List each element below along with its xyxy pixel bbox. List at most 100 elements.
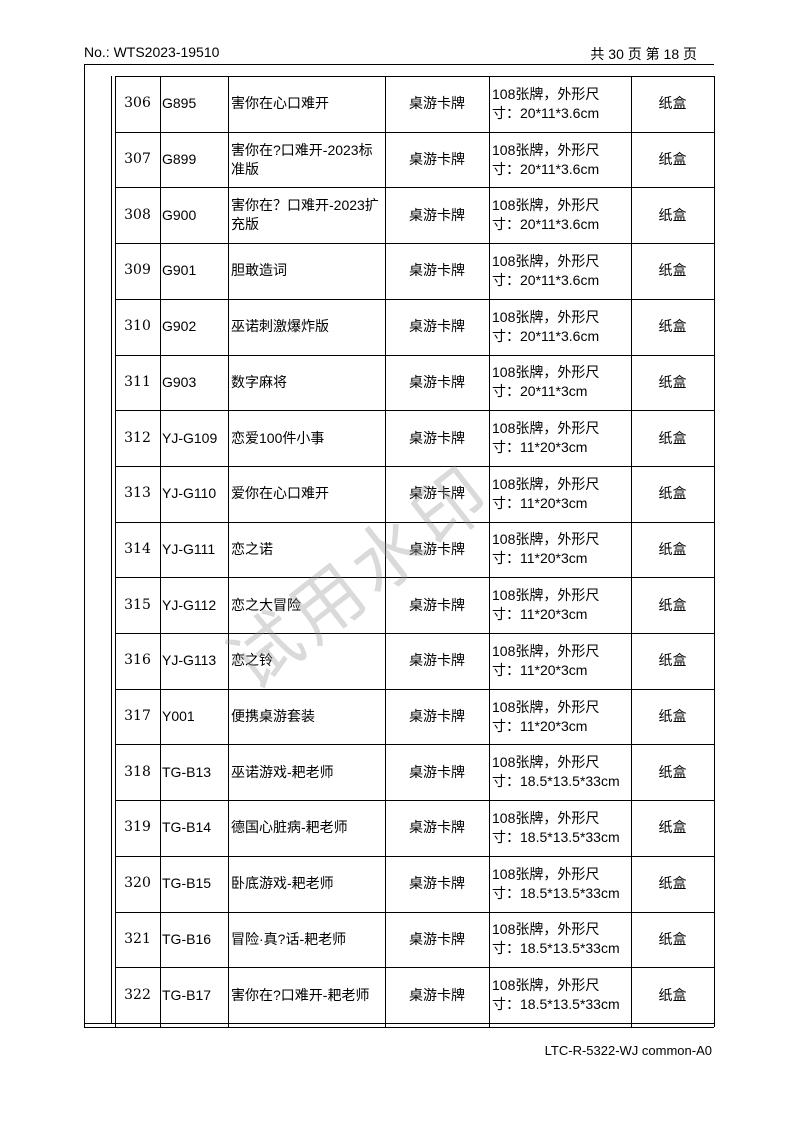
row-rule [115,354,714,356]
spec-line: 108张牌，外形尺 [492,809,600,826]
item-category: 桌游卡牌 [409,930,465,947]
spec-line: 108张牌，外形尺 [492,921,600,938]
item-category: 桌游卡牌 [409,318,465,335]
spec-line: 寸：20*11*3.6cm [492,160,600,177]
item-code: G895 [162,95,197,112]
item-pack: 纸盒 [658,708,687,725]
item-pack: 纸盒 [658,986,687,1003]
item-name: 爱你在心口难开 [231,485,329,502]
spec-line: 寸：18.5*13.5*33cm [492,884,620,901]
spec-line: 108张牌，外形尺 [492,197,600,214]
row-number: 318 [124,763,151,780]
row-number: 308 [124,206,151,223]
item-category: 桌游卡牌 [409,485,465,502]
item-pack: 纸盒 [658,763,687,780]
row-rule [115,633,714,634]
item-spec: 108张牌，外形尺 寸：11*20*3cm [492,522,632,578]
item-spec: 108张牌，外形尺 寸：20*11*3.6cm [492,243,632,299]
row-number: 319 [124,819,151,836]
item-name: 恋之大冒险 [231,596,301,613]
item-name: 害你在?口难开-2023标准版 [231,141,373,177]
row-number: 316 [124,652,151,669]
item-spec: 108张牌，外形尺 寸：18.5*13.5*33cm [492,800,632,856]
row-rule [115,688,714,690]
spec-line: 寸：18.5*13.5*33cm [492,996,620,1013]
item-pack: 纸盒 [658,596,687,613]
column-rule [385,76,386,1027]
header-rule [84,64,714,65]
item-pack: 纸盒 [658,540,687,557]
row-number: 320 [124,875,151,892]
item-pack: 纸盒 [658,95,687,112]
item-pack: 纸盒 [658,485,687,502]
spec-line: 108张牌，外形尺 [492,420,600,437]
item-name: 恋之铃 [231,652,273,669]
item-category: 桌游卡牌 [409,151,465,168]
item-name: 胆敢造词 [231,262,287,279]
item-pack: 纸盒 [658,930,687,947]
item-category: 桌游卡牌 [409,986,465,1003]
item-code: TG-B14 [162,819,212,836]
row-rule [115,521,714,523]
item-spec: 108张牌，外形尺 寸：18.5*13.5*33cm [492,856,632,912]
item-code: YJ-G112 [162,596,217,613]
item-code: G899 [162,151,197,168]
item-code: YJ-G111 [162,540,216,557]
item-name: 恋之诺 [231,540,273,557]
item-name: 冒险·真?话-耙老师 [231,930,347,947]
spec-line: 寸：20*11*3.6cm [492,271,600,288]
item-code: TG-B15 [162,875,212,892]
item-code: G900 [162,206,197,223]
item-category: 桌游卡牌 [409,540,465,557]
item-category: 桌游卡牌 [409,596,465,613]
item-pack: 纸盒 [658,652,687,669]
item-code: TG-B16 [162,930,212,947]
item-category: 桌游卡牌 [409,652,465,669]
row-number: 307 [124,151,151,168]
row-rule [115,465,714,467]
item-pack: 纸盒 [658,875,687,892]
doc-number: No.: WTS2023-19510 [84,44,220,60]
row-rule [115,967,714,969]
row-number: 309 [124,262,151,279]
item-pack: 纸盒 [658,151,687,168]
spec-line: 寸：11*20*3cm [492,717,588,734]
item-category: 桌游卡牌 [409,763,465,780]
column-rule [84,64,85,1027]
item-spec: 108张牌，外形尺 寸：11*20*3cm [492,410,632,466]
column-rule [111,76,112,1023]
row-rule [115,577,714,579]
row-number: 306 [124,95,151,112]
item-name: 数字麻将 [231,373,287,390]
item-code: TG-B13 [162,763,212,780]
row-rule [115,298,714,300]
item-name: 害你在？口难开-2023扩充版 [231,197,379,233]
row-rule [115,187,714,189]
item-spec: 108张牌，外形尺 寸：11*20*3cm [492,633,632,689]
item-spec: 108张牌，外形尺 寸：20*11*3cm [492,355,632,411]
spec-line: 108张牌，外形尺 [492,977,600,994]
spec-line: 108张牌，外形尺 [492,475,600,492]
column-rule [714,76,715,1027]
item-pack: 纸盒 [658,429,687,446]
item-spec: 108张牌，外形尺 寸：20*11*3.6cm [492,187,632,243]
row-number: 312 [124,429,151,446]
spec-line: 寸：18.5*13.5*33cm [492,940,620,957]
row-number: 322 [124,986,151,1003]
row-number: 314 [124,540,151,557]
spec-line: 寸：18.5*13.5*33cm [492,773,620,790]
spec-line: 寸：11*20*3cm [492,439,588,456]
item-pack: 纸盒 [658,262,687,279]
row-rule [115,855,714,857]
item-pack: 纸盒 [658,373,687,390]
item-spec: 108张牌，外形尺寸：18.5*13.5*33cm [492,967,632,1023]
spec-line: 108张牌，外形尺 [492,698,600,715]
row-number: 315 [124,596,151,613]
item-name: 恋爱100件小事 [231,429,325,446]
item-name: 害你在心口难开 [231,95,329,112]
item-category: 桌游卡牌 [409,819,465,836]
spec-line: 108张牌，外形尺 [492,252,600,269]
row-rule [84,1022,714,1024]
row-number: 321 [124,930,151,947]
